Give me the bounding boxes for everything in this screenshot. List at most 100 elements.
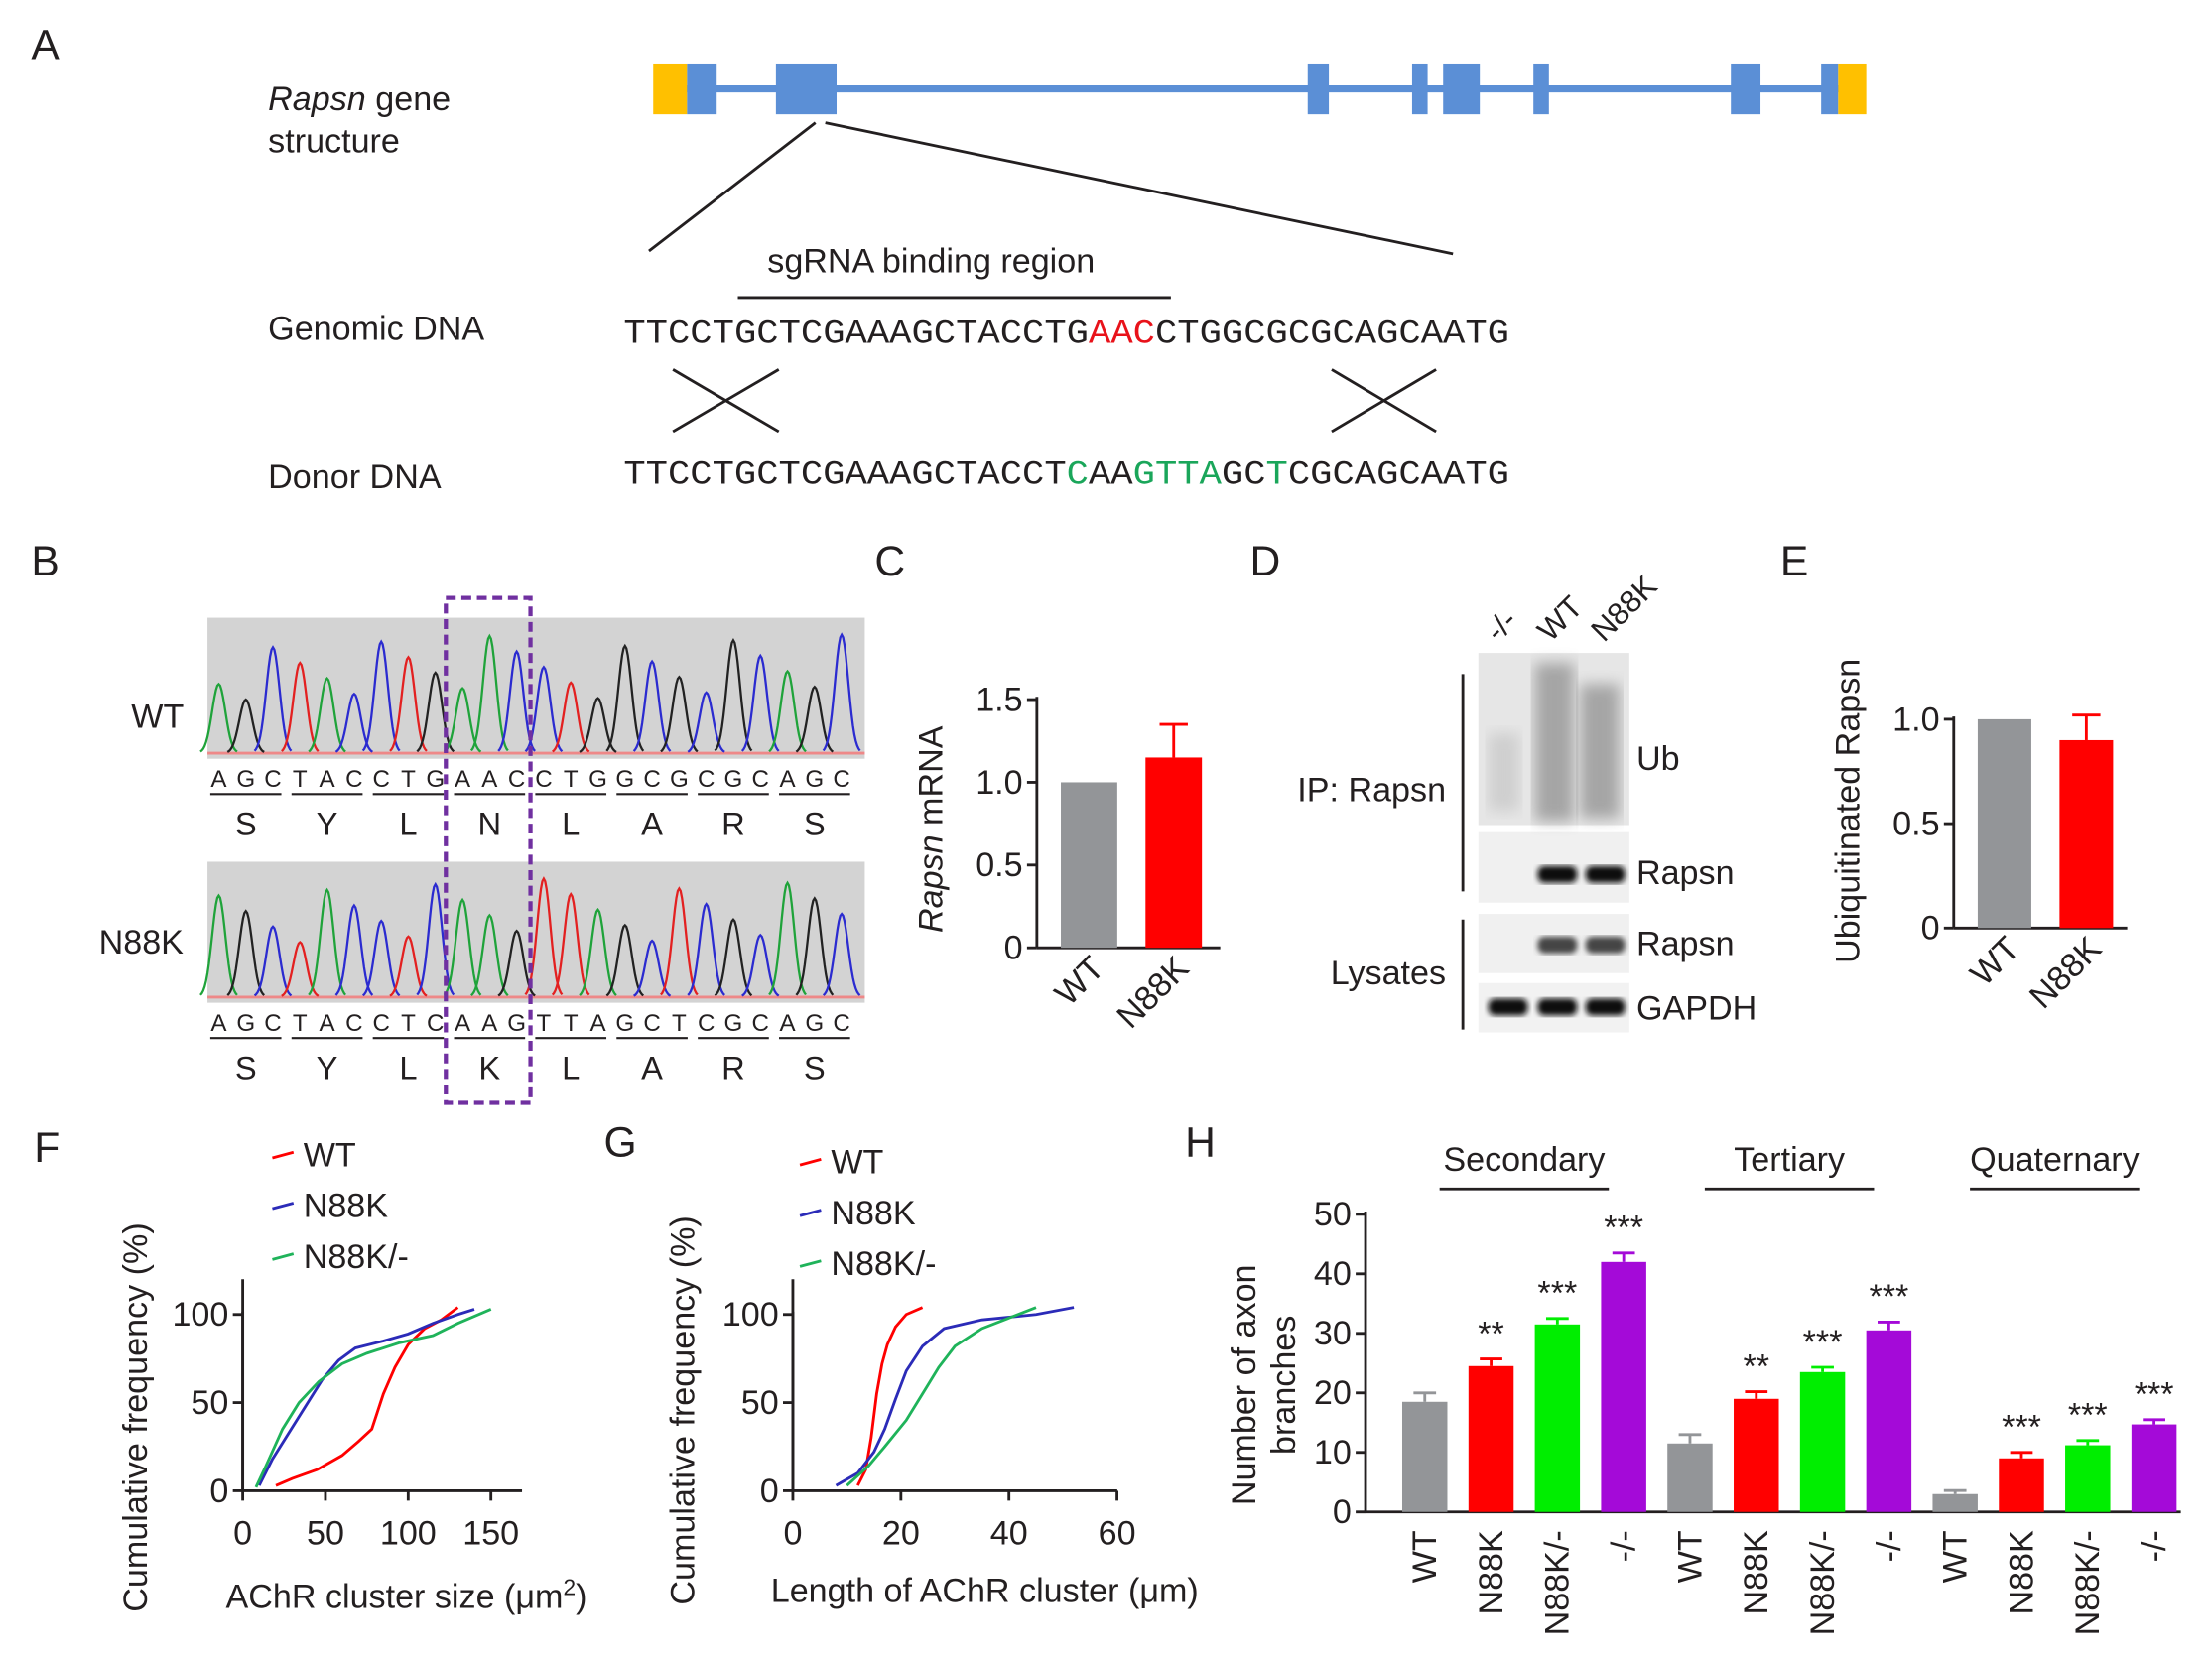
panel-h-chart: Number of axon branches 0 10 20 30 40 50 Secon… (1226, 1141, 2181, 1635)
trace-peak (795, 896, 835, 996)
amino-acid: L (399, 805, 417, 841)
bar (1999, 1458, 2044, 1512)
ip-label: IP: Rapsn (1297, 771, 1446, 809)
significance-marker: *** (2068, 1397, 2108, 1435)
base-call: G (670, 766, 689, 793)
trace-peak (199, 682, 238, 753)
trace-peak (822, 912, 861, 996)
trace-peak (768, 880, 807, 996)
exon (775, 63, 838, 115)
x-tick-label: N88K/- (1539, 1530, 1577, 1635)
base-call: A (320, 766, 336, 793)
exon (1821, 63, 1839, 115)
y-tick-label: 50 (741, 1384, 779, 1422)
h-y-axis-label-line1: Number of axon (1226, 1264, 1263, 1505)
legend-label: N88K/- (831, 1245, 936, 1283)
ub-smear (1534, 663, 1575, 822)
panel-label-a: A (31, 22, 60, 69)
exon (1443, 63, 1481, 115)
legend-swatch (272, 1150, 295, 1160)
sgrna-label: sgRNA binding region (767, 242, 1095, 280)
band (1537, 936, 1578, 954)
trace-peak (308, 676, 346, 753)
amino-acid: S (804, 805, 826, 841)
trace-peak (361, 639, 401, 752)
y-tick-label: 0.5 (976, 846, 1022, 884)
legend-label: WT (304, 1137, 356, 1175)
y-tick-label: 0.5 (1892, 805, 1939, 842)
base-call: G (507, 1010, 526, 1037)
trace-peak (822, 632, 861, 752)
base-call: C (833, 1010, 849, 1037)
g-x-axis-label: Length of AChR cluster (μm) (771, 1573, 1199, 1610)
x-tick-label: -/- (2136, 1530, 2173, 1562)
base-call: C (264, 1010, 281, 1037)
h-y-axis-label-line2: branches (1265, 1316, 1303, 1455)
significance-marker: *** (1869, 1278, 1908, 1316)
x-tick-label: 150 (462, 1514, 519, 1552)
significance-marker: *** (1803, 1324, 1843, 1361)
x-tick-label: N88K (1473, 1530, 1510, 1615)
base-call: C (508, 766, 525, 793)
g-y-axis-label: Cumulative frequency (%) (664, 1215, 702, 1604)
base-call: C (264, 766, 281, 793)
y-tick-label: 50 (191, 1384, 228, 1422)
base-call: C (698, 1010, 715, 1037)
y-tick-label: 1.0 (1892, 701, 1939, 738)
base-call: G (805, 1010, 824, 1037)
y-tick-label: 40 (1314, 1255, 1352, 1293)
amino-acid: R (721, 1049, 745, 1085)
trace-peak (470, 913, 509, 997)
utr-5 (653, 63, 688, 115)
base-call: T (293, 766, 308, 793)
x-tick-label: WT (1048, 950, 1111, 1013)
genomic-dna-label: Genomic DNA (268, 311, 484, 348)
panel-f-chart: Cumulative frequency (%) AChR cluster si… (117, 1137, 587, 1616)
band (1488, 998, 1528, 1016)
trace-peak (199, 893, 238, 996)
panel-label-c: C (874, 538, 905, 585)
x-tick-label: 0 (783, 1514, 802, 1552)
x-tick-label: -/- (1871, 1530, 1908, 1562)
base-call: T (293, 1010, 308, 1037)
panel-a: Rapsn gene structure sgRNA binding regio… (268, 63, 1867, 496)
mutation-bases: AAC (1089, 316, 1155, 353)
legend-swatch (272, 1202, 295, 1211)
base-call: G (724, 766, 743, 793)
trace-peak (768, 669, 807, 753)
base-call: C (643, 1010, 660, 1037)
x-tick-label: 20 (882, 1514, 920, 1552)
trace-peak (714, 637, 753, 752)
gene-structure-label-line2: structure (268, 123, 400, 161)
base-call: G (805, 766, 824, 793)
base-call: C (752, 766, 769, 793)
blot-label-ub: Ub (1636, 740, 1680, 778)
sequence-segment: CTGGCGCGCAGCAATG (1155, 316, 1509, 353)
x-tick-label: WT (1963, 930, 2026, 993)
trace-peak (389, 655, 428, 752)
group-label: Secondary (1443, 1141, 1605, 1179)
trace-peak (524, 876, 564, 996)
band (1585, 998, 1626, 1016)
amino-acid: L (562, 805, 580, 841)
significance-marker: ** (1478, 1315, 1504, 1352)
trace-peak (308, 887, 346, 996)
legend-swatch (799, 1259, 822, 1268)
x-tick-label: 0 (233, 1514, 252, 1552)
bar (1534, 1324, 1581, 1512)
x-tick-label: N88K (1109, 950, 1196, 1036)
trace-peak (253, 645, 293, 752)
bar (1932, 1493, 1978, 1512)
trace-peak (605, 643, 645, 752)
sequence-segment: GC (1222, 457, 1266, 495)
lane-label: N88K (1584, 569, 1663, 648)
bar (2065, 1445, 2111, 1512)
blot-label-ip-rapsn: Rapsn (1636, 854, 1735, 892)
bar-n88k (1145, 757, 1203, 949)
base-call: C (427, 1010, 444, 1037)
x-tick-label: N88K (1738, 1530, 1775, 1615)
f-x-axis-label: AChR cluster size (μm2) (225, 1575, 586, 1616)
legend-label: WT (831, 1144, 883, 1182)
base-call: A (779, 1010, 796, 1037)
